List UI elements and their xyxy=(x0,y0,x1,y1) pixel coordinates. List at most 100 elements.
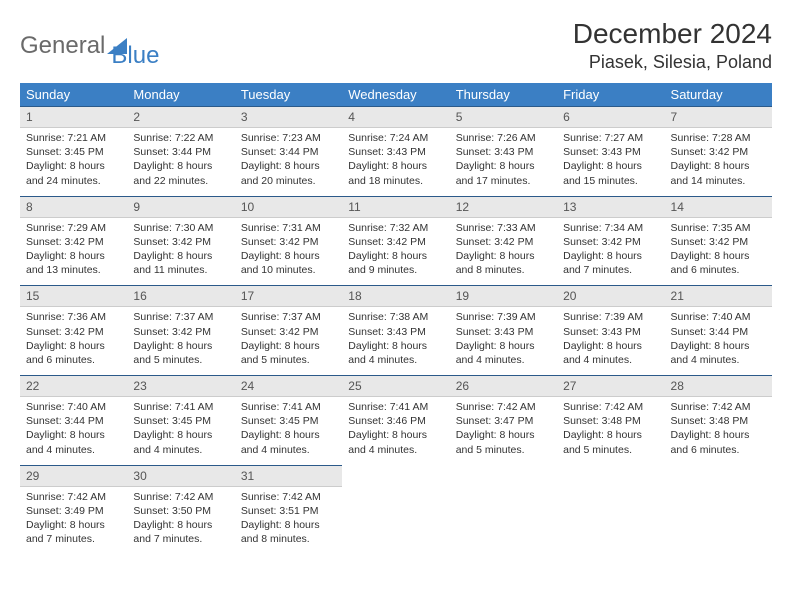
sunrise-text: Sunrise: 7:42 AM xyxy=(241,490,336,504)
day-header: Saturday xyxy=(665,83,772,107)
sunrise-text: Sunrise: 7:41 AM xyxy=(241,400,336,414)
daylight-text-1: Daylight: 8 hours xyxy=(241,428,336,442)
info-row: Sunrise: 7:29 AMSunset: 3:42 PMDaylight:… xyxy=(20,217,772,286)
sunrise-text: Sunrise: 7:33 AM xyxy=(456,221,551,235)
info-cell: Sunrise: 7:31 AMSunset: 3:42 PMDaylight:… xyxy=(235,217,342,286)
date-cell: 19 xyxy=(450,286,557,307)
daylight-text-2: and 6 minutes. xyxy=(26,353,121,367)
daylight-text-2: and 11 minutes. xyxy=(133,263,228,277)
sunrise-text: Sunrise: 7:36 AM xyxy=(26,310,121,324)
sunrise-text: Sunrise: 7:40 AM xyxy=(26,400,121,414)
daylight-text-2: and 14 minutes. xyxy=(671,174,766,188)
sunset-text: Sunset: 3:43 PM xyxy=(348,325,443,339)
sunrise-text: Sunrise: 7:22 AM xyxy=(133,131,228,145)
day-header: Sunday xyxy=(20,83,127,107)
daylight-text-2: and 6 minutes. xyxy=(671,263,766,277)
daylight-text-1: Daylight: 8 hours xyxy=(133,428,228,442)
date-cell: 14 xyxy=(665,196,772,217)
date-cell: 20 xyxy=(557,286,664,307)
daylight-text-2: and 5 minutes. xyxy=(563,443,658,457)
sunset-text: Sunset: 3:45 PM xyxy=(241,414,336,428)
sunrise-text: Sunrise: 7:28 AM xyxy=(671,131,766,145)
sunset-text: Sunset: 3:42 PM xyxy=(241,325,336,339)
sunrise-text: Sunrise: 7:37 AM xyxy=(133,310,228,324)
daylight-text-1: Daylight: 8 hours xyxy=(671,339,766,353)
daylight-text-1: Daylight: 8 hours xyxy=(563,249,658,263)
sunrise-text: Sunrise: 7:39 AM xyxy=(456,310,551,324)
info-cell xyxy=(665,486,772,554)
sunset-text: Sunset: 3:44 PM xyxy=(26,414,121,428)
date-cell: 10 xyxy=(235,196,342,217)
sunset-text: Sunset: 3:48 PM xyxy=(563,414,658,428)
info-cell: Sunrise: 7:27 AMSunset: 3:43 PMDaylight:… xyxy=(557,128,664,197)
daylight-text-1: Daylight: 8 hours xyxy=(671,428,766,442)
sunrise-text: Sunrise: 7:37 AM xyxy=(241,310,336,324)
day-header: Friday xyxy=(557,83,664,107)
info-cell: Sunrise: 7:23 AMSunset: 3:44 PMDaylight:… xyxy=(235,128,342,197)
sunrise-text: Sunrise: 7:35 AM xyxy=(671,221,766,235)
info-cell: Sunrise: 7:40 AMSunset: 3:44 PMDaylight:… xyxy=(665,307,772,376)
date-cell: 6 xyxy=(557,107,664,128)
daylight-text-1: Daylight: 8 hours xyxy=(671,249,766,263)
date-cell xyxy=(450,465,557,486)
sunrise-text: Sunrise: 7:30 AM xyxy=(133,221,228,235)
info-cell: Sunrise: 7:37 AMSunset: 3:42 PMDaylight:… xyxy=(127,307,234,376)
date-cell: 12 xyxy=(450,196,557,217)
daylight-text-1: Daylight: 8 hours xyxy=(26,249,121,263)
sunset-text: Sunset: 3:43 PM xyxy=(456,145,551,159)
date-cell: 4 xyxy=(342,107,449,128)
location: Piasek, Silesia, Poland xyxy=(573,52,772,73)
info-cell: Sunrise: 7:41 AMSunset: 3:46 PMDaylight:… xyxy=(342,397,449,466)
date-row: 1234567 xyxy=(20,107,772,128)
date-cell: 25 xyxy=(342,376,449,397)
date-cell: 17 xyxy=(235,286,342,307)
sunset-text: Sunset: 3:42 PM xyxy=(563,235,658,249)
daylight-text-1: Daylight: 8 hours xyxy=(563,339,658,353)
daylight-text-1: Daylight: 8 hours xyxy=(456,159,551,173)
sunset-text: Sunset: 3:42 PM xyxy=(348,235,443,249)
info-row: Sunrise: 7:36 AM Sunset: 3:42 PM Daylight:… xyxy=(20,307,772,376)
info-cell: Sunrise: 7:42 AMSunset: 3:48 PMDaylight:… xyxy=(665,397,772,466)
sunrise-text: Sunrise: 7:24 AM xyxy=(348,131,443,145)
day-header: Wednesday xyxy=(342,83,449,107)
calendar-table: Sunday Monday Tuesday Wednesday Thursday… xyxy=(20,83,772,554)
info-row: Sunrise: 7:21 AMSunset: 3:45 PMDaylight:… xyxy=(20,128,772,197)
date-row: 293031 xyxy=(20,465,772,486)
month-title: December 2024 xyxy=(573,18,772,50)
daylight-text-1: Daylight: 8 hours xyxy=(26,428,121,442)
date-cell xyxy=(342,465,449,486)
logo: General Blue xyxy=(20,18,159,70)
logo-text-blue: Blue xyxy=(111,42,159,70)
daylight-text-1: Daylight: 8 hours xyxy=(133,249,228,263)
sunrise-text: Sunrise: 7:32 AM xyxy=(348,221,443,235)
daylight-text-2: and 7 minutes. xyxy=(26,532,121,546)
daylight-text-2: and 4 minutes. xyxy=(348,353,443,367)
date-cell: 2 xyxy=(127,107,234,128)
daylight-text-1: Daylight: 8 hours xyxy=(348,428,443,442)
info-cell: Sunrise: 7:28 AMSunset: 3:42 PMDaylight:… xyxy=(665,128,772,197)
sunrise-text: Sunrise: 7:42 AM xyxy=(671,400,766,414)
info-cell: Sunrise: 7:41 AMSunset: 3:45 PMDaylight:… xyxy=(235,397,342,466)
info-cell: Sunrise: 7:41 AMSunset: 3:45 PMDaylight:… xyxy=(127,397,234,466)
daylight-text-2: and 7 minutes. xyxy=(563,263,658,277)
info-cell: Sunrise: 7:37 AMSunset: 3:42 PMDaylight:… xyxy=(235,307,342,376)
sunrise-text: Sunrise: 7:42 AM xyxy=(563,400,658,414)
sunset-text: Sunset: 3:43 PM xyxy=(348,145,443,159)
date-cell xyxy=(665,465,772,486)
date-cell: 22 xyxy=(20,376,127,397)
date-cell xyxy=(557,465,664,486)
daylight-text-1: Daylight: 8 hours xyxy=(671,159,766,173)
sunset-text: Sunset: 3:43 PM xyxy=(456,325,551,339)
daylight-text-2: and 4 minutes. xyxy=(241,443,336,457)
sunset-text: Sunset: 3:49 PM xyxy=(26,504,121,518)
daylight-text-2: and 4 minutes. xyxy=(133,443,228,457)
logo-text-general: General xyxy=(20,32,105,60)
daylight-text-1: Daylight: 8 hours xyxy=(26,159,121,173)
daylight-text-1: Daylight: 8 hours xyxy=(241,518,336,532)
date-cell: 1 xyxy=(20,107,127,128)
sunset-text: Sunset: 3:42 PM xyxy=(456,235,551,249)
daylight-text-2: and 4 minutes. xyxy=(671,353,766,367)
date-cell: 7 xyxy=(665,107,772,128)
date-cell: 27 xyxy=(557,376,664,397)
info-cell: Sunrise: 7:24 AMSunset: 3:43 PMDaylight:… xyxy=(342,128,449,197)
